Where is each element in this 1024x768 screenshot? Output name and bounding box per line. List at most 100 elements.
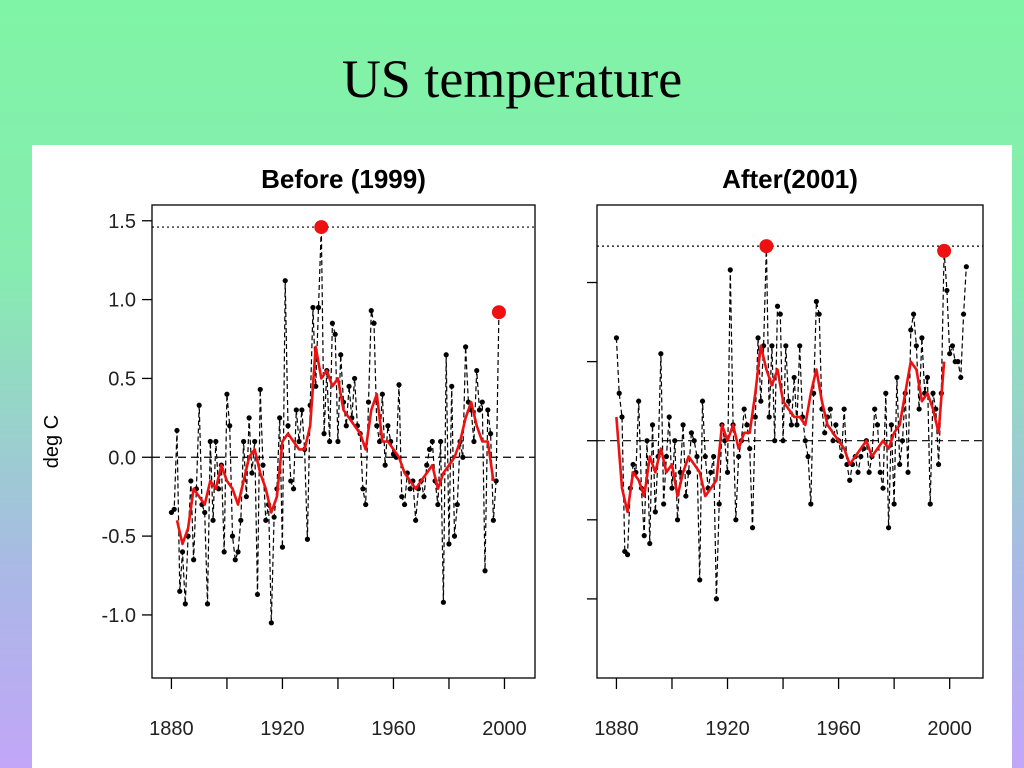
annual-point	[663, 453, 670, 460]
annual-point	[672, 438, 678, 444]
annual-point	[880, 485, 886, 491]
annual-point	[221, 549, 227, 555]
annual-point	[174, 427, 180, 434]
annual-point	[924, 374, 931, 381]
chart-title: After(2001)	[722, 164, 858, 194]
annual-point	[897, 461, 903, 468]
annual-point	[260, 462, 266, 468]
annual-line	[170, 227, 500, 623]
chart-title: Before (1999)	[261, 164, 426, 194]
annual-point	[830, 438, 836, 444]
annual-point	[368, 308, 374, 314]
annual-point	[894, 374, 900, 381]
highlight-point	[759, 239, 774, 254]
annual-point	[279, 544, 286, 550]
annual-point	[724, 469, 731, 475]
annual-point	[733, 517, 739, 523]
annual-point	[661, 501, 667, 507]
annual-point	[766, 414, 772, 420]
annual-point	[204, 601, 211, 607]
slide-title: US temperature	[341, 49, 683, 109]
highlight-point	[491, 305, 506, 320]
annual-point	[421, 494, 427, 500]
annual-point	[310, 304, 316, 311]
annual-point	[191, 557, 197, 563]
annual-point	[493, 478, 499, 484]
annual-point	[263, 517, 269, 523]
annual-point	[413, 517, 419, 523]
annual-point	[257, 386, 263, 393]
annual-point	[335, 438, 341, 445]
y-tick-label: 0.5	[108, 368, 136, 390]
annual-point	[268, 620, 274, 626]
annual-point	[304, 536, 311, 542]
annual-point	[674, 517, 681, 523]
annual-point	[240, 438, 247, 445]
annual-point	[238, 517, 244, 523]
annual-point	[171, 506, 177, 512]
annual-point	[883, 390, 889, 396]
annual-point	[838, 453, 844, 460]
annual-point	[487, 431, 494, 437]
annual-point	[905, 469, 911, 475]
annual-point	[797, 343, 803, 349]
annual-point	[435, 501, 441, 508]
annual-point	[774, 303, 781, 309]
x-tick-label: 1960	[371, 718, 416, 740]
smoothed-line	[615, 344, 946, 514]
annual-point	[686, 469, 692, 475]
annual-point	[758, 398, 764, 404]
annual-point	[749, 525, 756, 531]
annual-point	[338, 352, 344, 358]
annual-point	[476, 407, 483, 413]
annual-point	[772, 438, 778, 444]
annual-point	[443, 352, 449, 358]
annual-point	[694, 453, 700, 460]
annual-point	[713, 596, 720, 602]
annual-point	[376, 438, 383, 445]
annual-point	[332, 331, 338, 337]
annual-point	[446, 541, 452, 547]
annual-point	[688, 430, 695, 436]
annual-point	[927, 501, 933, 507]
annual-point	[866, 469, 872, 475]
annual-point	[379, 391, 385, 397]
annual-point	[630, 461, 636, 468]
annual-point	[360, 486, 366, 492]
annual-point	[874, 422, 881, 428]
annual-point	[658, 351, 664, 357]
annual-point	[396, 382, 402, 388]
annual-point	[207, 438, 213, 445]
annual-point	[202, 509, 208, 516]
annual-point	[374, 423, 380, 429]
annual-point	[382, 462, 388, 468]
annual-point	[930, 390, 936, 396]
annual-point	[438, 438, 444, 445]
plot-frame	[596, 204, 984, 679]
annual-point	[424, 462, 430, 468]
annual-point	[624, 552, 631, 558]
annual-point	[649, 422, 656, 428]
annual-point	[944, 287, 950, 294]
annual-point	[652, 509, 658, 515]
annual-point	[249, 470, 255, 476]
annual-point	[407, 486, 413, 492]
annual-point	[960, 311, 967, 317]
annual-point	[955, 359, 961, 365]
annual-point	[769, 343, 775, 349]
x-tick-label: 1880	[594, 718, 639, 740]
annual-point	[752, 414, 758, 420]
annual-point	[958, 374, 964, 381]
annual-point	[855, 469, 861, 475]
annual-point	[474, 367, 480, 374]
annual-point	[833, 422, 839, 428]
annual-point	[885, 525, 892, 531]
annual-point	[246, 415, 252, 421]
annual-point	[243, 494, 249, 500]
annual-point	[227, 423, 233, 429]
annual-point	[252, 438, 258, 445]
annual-point	[891, 501, 897, 507]
annual-point	[213, 438, 219, 445]
